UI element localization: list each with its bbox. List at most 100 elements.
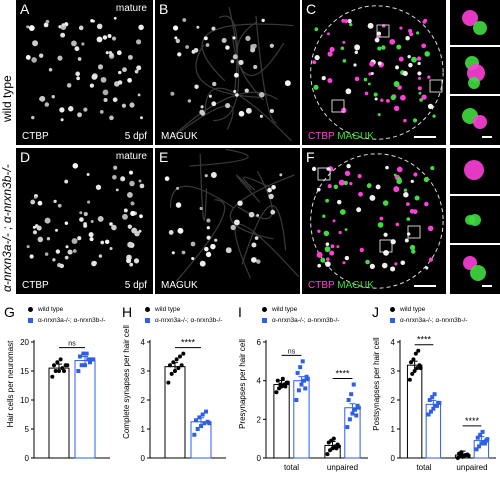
panel-letter-i: I	[238, 304, 242, 320]
punctum	[312, 60, 317, 65]
bar	[425, 403, 442, 459]
punctum	[237, 200, 243, 206]
punctum	[44, 252, 49, 256]
data-point	[427, 398, 432, 402]
punctum	[327, 184, 332, 189]
punctum	[191, 256, 195, 261]
punctum	[393, 186, 400, 193]
punctum	[349, 182, 353, 186]
y-tick-label: 1	[141, 425, 146, 434]
punctum	[359, 247, 364, 253]
panel-d-age: 5 dpf	[124, 280, 147, 291]
punctum	[256, 259, 261, 264]
legend-g: wild type α-nrxn3a-/-; α-nrxn3b-/-	[28, 304, 105, 326]
punctum	[190, 241, 196, 247]
punctum	[417, 76, 422, 80]
punctum	[79, 211, 83, 215]
punctum	[279, 173, 283, 177]
punctum	[210, 172, 217, 178]
punctum	[175, 38, 181, 44]
punctum	[340, 46, 345, 51]
punctum	[364, 91, 369, 96]
punctum	[208, 94, 212, 98]
data-point	[476, 444, 481, 449]
punctum	[30, 199, 36, 205]
row-label-mutant: α-nrxn3a-/- ; α-nrxn3b-/-	[0, 164, 14, 292]
significance-label: ns	[68, 341, 76, 348]
punctum	[376, 31, 382, 36]
punctum	[77, 57, 82, 61]
data-point	[176, 366, 181, 371]
punctum	[406, 232, 411, 236]
punctum	[398, 56, 404, 62]
roi-box	[379, 239, 393, 253]
punctum	[64, 179, 69, 184]
y-tick-label: 0	[391, 454, 396, 463]
punctum	[317, 263, 322, 268]
punctum	[204, 246, 209, 252]
punctum	[205, 251, 212, 258]
punctum	[89, 83, 95, 88]
panel-c-channels: CTBP MAGUK	[308, 131, 374, 142]
neuromast-outline	[310, 5, 444, 140]
punctum	[230, 224, 236, 231]
y-tick-label: 6	[257, 338, 262, 347]
punctum	[381, 262, 388, 269]
punctum	[127, 241, 134, 248]
punctum	[29, 254, 34, 259]
punctum	[314, 27, 319, 32]
punctum	[407, 54, 411, 59]
data-point	[58, 357, 63, 362]
punctum	[52, 258, 56, 262]
neurite-trace	[234, 223, 300, 279]
punctum	[127, 192, 133, 198]
punctum	[406, 202, 410, 207]
punctum	[71, 238, 78, 245]
punctum	[375, 184, 381, 190]
punctum	[46, 237, 51, 241]
data-point	[296, 388, 301, 393]
punctum	[393, 105, 400, 111]
y-tick-label: 20	[20, 338, 29, 347]
punctum	[405, 35, 410, 41]
punctum	[390, 266, 396, 272]
punctum	[96, 36, 103, 43]
data-point	[79, 363, 84, 368]
panel-c-channel-ctbp: CTBP	[308, 131, 335, 142]
ylabel-i: Presynapses per hair cell	[238, 339, 247, 429]
chart-g: 0 5 10 15 20 ns	[18, 330, 122, 484]
punctum	[400, 94, 406, 101]
data-point	[179, 363, 184, 368]
punctum	[51, 94, 55, 99]
x-tick-label: total	[284, 463, 299, 472]
punctum	[396, 166, 403, 173]
punctum	[253, 64, 258, 70]
punctum	[284, 80, 291, 87]
panel-letter-f: F	[306, 149, 315, 165]
neurite-trace	[213, 7, 240, 122]
punctum	[130, 210, 136, 216]
punctum	[203, 36, 208, 41]
punctum	[417, 71, 422, 76]
punctum	[83, 211, 88, 217]
punctum	[416, 56, 422, 61]
inset-punctum	[473, 115, 487, 129]
punctum	[325, 242, 330, 247]
y-tick-label: 1	[391, 425, 396, 434]
punctum	[81, 42, 85, 46]
punctum	[34, 224, 39, 228]
punctum	[38, 53, 44, 58]
punctum	[134, 69, 139, 74]
punctum	[311, 166, 317, 172]
punctum	[64, 221, 69, 225]
data-point	[278, 382, 283, 387]
punctum	[96, 23, 103, 30]
chart-i: 0 2 4 6 ns total **** unpaired	[250, 330, 372, 484]
significance-label: ns	[288, 348, 296, 355]
punctum	[90, 19, 94, 23]
punctum	[336, 245, 340, 249]
legend-i: wild type α-nrxn3a-/-; α-nrxn3b-/-	[262, 304, 339, 326]
punctum	[374, 37, 380, 43]
punctum	[347, 18, 352, 24]
punctum	[400, 260, 406, 266]
